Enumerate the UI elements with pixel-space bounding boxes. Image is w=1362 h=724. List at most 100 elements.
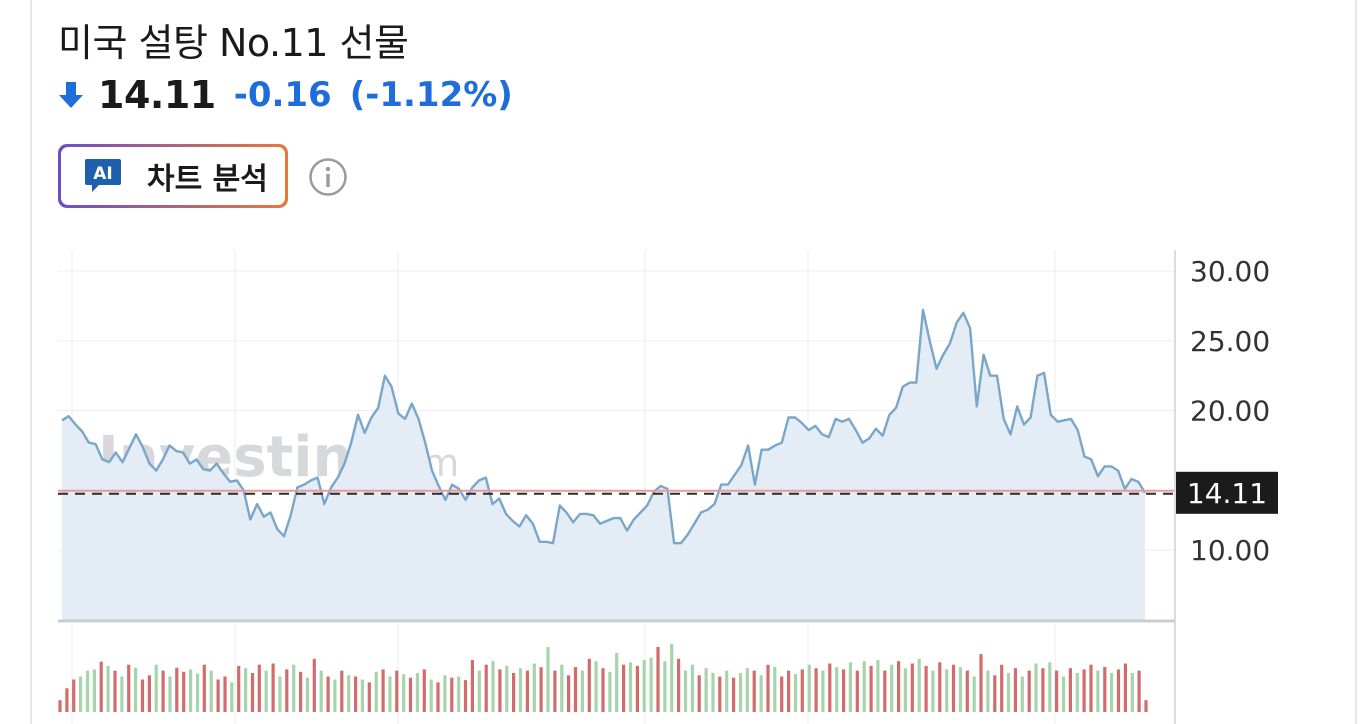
volume-bar: [718, 676, 722, 712]
volume-bar: [326, 676, 330, 712]
volume-bar: [690, 664, 694, 712]
volume-bar: [202, 664, 206, 712]
price-area-fill: [62, 310, 1145, 620]
volume-bar: [429, 679, 433, 712]
volume-bar: [938, 662, 942, 712]
volume-bar: [807, 664, 811, 712]
volume-bar: [340, 670, 344, 712]
volume-bar: [463, 680, 468, 712]
volume-bar: [546, 647, 550, 712]
volume-bar: [560, 664, 564, 712]
volume-bar: [580, 670, 584, 712]
volume-bar: [738, 673, 743, 712]
volume-bar: [793, 674, 798, 712]
volume-bar: [264, 670, 268, 712]
volume-bar: [951, 664, 956, 712]
volume-bar: [628, 662, 633, 712]
volume-bar: [869, 665, 873, 712]
panel-left-border: [30, 0, 32, 724]
volume-bar: [766, 664, 770, 712]
volume-bar: [890, 664, 894, 712]
volume-bar: [608, 671, 612, 712]
volume-bar: [154, 664, 158, 712]
volume-bar: [883, 670, 887, 712]
volume-bar: [986, 670, 990, 712]
current-price-label-bg: [1176, 471, 1278, 514]
volume-bar: [354, 676, 358, 712]
volume-bar: [1061, 676, 1066, 712]
volume-bar: [649, 657, 653, 712]
volume-bar: [993, 675, 997, 712]
volume-bar: [635, 665, 639, 712]
volume-bar: [677, 658, 681, 712]
y-axis-ticks: 30.00 25.00 20.00 10.00: [1190, 255, 1270, 567]
info-icon[interactable]: [308, 157, 348, 197]
volume-bar: [491, 661, 495, 712]
volume-bar: [271, 663, 275, 712]
volume-bar: [924, 665, 928, 712]
volume-bar: [65, 688, 69, 712]
volume-bar: [848, 662, 852, 712]
volume-bar: [587, 658, 591, 712]
volume-bar: [979, 654, 983, 712]
volume-bar: [958, 667, 962, 712]
volume-bar: [99, 661, 103, 712]
volume-bar: [120, 676, 124, 712]
volume-bar: [835, 667, 839, 712]
volume-bar: [917, 658, 921, 712]
volume-bar: [780, 676, 784, 712]
volume-bar: [127, 664, 131, 712]
volume-bars: [58, 644, 1148, 712]
price-row: 14.11 -0.16 (-1.12%): [58, 72, 513, 118]
volume-bar: [697, 675, 701, 712]
volume-bar: [1068, 668, 1072, 712]
current-price-label: 14.11: [1187, 477, 1267, 510]
volume-bar: [573, 667, 578, 712]
volume-bar: [299, 671, 303, 712]
volume-bar: [725, 670, 729, 712]
volume-bar: [161, 670, 165, 712]
volume-bar: [237, 665, 241, 712]
volume-bar: [450, 677, 454, 712]
volume-bar: [903, 668, 907, 712]
volume-bar: [663, 661, 667, 712]
volume-bar: [134, 667, 138, 712]
volume-bar: [1144, 700, 1148, 712]
volume-bar: [732, 677, 736, 712]
volume-bar: [1027, 670, 1031, 712]
volume-bar: [223, 676, 227, 712]
volume-bar: [752, 670, 756, 712]
volume-bar: [244, 668, 248, 712]
volume-bar: [1000, 664, 1004, 712]
volume-bar: [683, 670, 688, 712]
volume-bar: [745, 668, 749, 712]
down-arrow-icon: [59, 82, 83, 108]
volume-bar: [415, 673, 419, 712]
volume-bar: [1048, 662, 1052, 712]
volume-bar: [92, 669, 96, 712]
volume-bar: [443, 675, 447, 712]
volume-bar: [319, 670, 323, 712]
volume-bar: [436, 682, 440, 712]
price-line: [61, 308, 1147, 545]
volume-bar: [855, 670, 859, 712]
volume-bar: [910, 663, 914, 712]
y-tick-label: 25.00: [1190, 325, 1270, 358]
volume-bar: [1055, 670, 1059, 712]
volume-bar: [85, 670, 90, 712]
volume-bar: [594, 661, 598, 712]
volume-bar: [828, 663, 832, 712]
panel-right-border: [1355, 0, 1357, 724]
volume-bar: [113, 670, 117, 712]
volume-bar: [704, 668, 708, 712]
volume-bar: [360, 679, 364, 712]
volume-bar: [189, 669, 193, 712]
volume-bar: [539, 667, 543, 712]
volume-bar: [876, 660, 880, 712]
volume-bar: [106, 665, 110, 712]
volume-bar: [285, 669, 289, 712]
volume-bar: [945, 669, 949, 712]
volume-bar: [525, 670, 529, 712]
ai-chart-analysis-button[interactable]: AI 차트 분석: [58, 144, 288, 208]
